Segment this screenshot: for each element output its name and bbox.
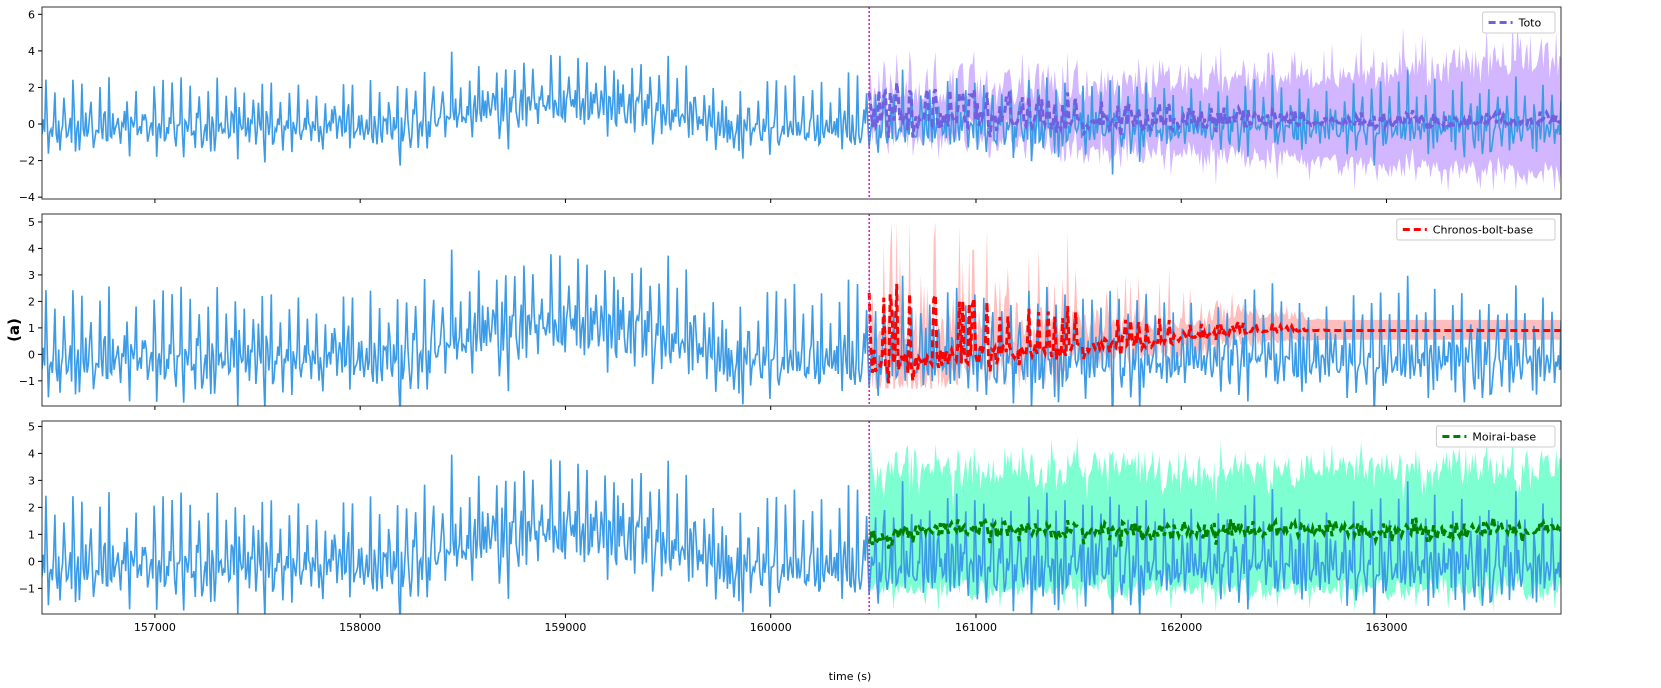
y-tick-label: 1 — [28, 528, 35, 541]
y-tick-label: 5 — [28, 420, 35, 433]
panel-label: (a) — [5, 318, 23, 342]
legend-label: Toto — [1518, 17, 1542, 30]
y-tick-label: 3 — [28, 474, 35, 487]
forecast-mean-line — [867, 514, 1561, 549]
plot-frame — [41, 213, 1562, 407]
legend-box — [1435, 425, 1556, 448]
y-tick-label: −4 — [19, 191, 35, 204]
subplot-chronos: −1 0 1 2 3 4 5 Chronos-bolt-base — [19, 213, 1562, 410]
plot-area — [42, 221, 1561, 406]
subplot-moirai: −1 0 1 2 3 4 5 157000 158000 159000 160000 161000 16… — [19, 420, 1562, 634]
y-tick-label: 0 — [28, 555, 35, 568]
x-tick-label: 159000 — [544, 621, 586, 634]
plot-area — [42, 436, 1561, 614]
observed-series-line — [42, 51, 1561, 175]
y-tick-label: 3 — [28, 269, 35, 282]
y-tick-label: −1 — [19, 375, 35, 388]
plot-frame — [41, 420, 1562, 615]
x-tick-label: 161000 — [955, 621, 997, 634]
y-tick-label: −2 — [19, 155, 35, 168]
y-tick-label: 2 — [28, 295, 35, 308]
y-tick-label: 5 — [28, 216, 35, 229]
x-axis-title: time (s) — [829, 670, 872, 683]
y-tick-label: 4 — [28, 242, 35, 255]
y-tick-label: 1 — [28, 322, 35, 335]
x-tick-label: 160000 — [750, 621, 792, 634]
x-tick-label: 158000 — [339, 621, 381, 634]
forecast-band — [869, 221, 1561, 389]
forecast-mean-line — [867, 283, 1561, 384]
legend-label: Chronos-bolt-base — [1433, 224, 1534, 237]
legend-box — [1482, 11, 1556, 34]
x-tick-label: 163000 — [1366, 621, 1408, 634]
forecast-mean-line — [867, 82, 1561, 138]
forecast-band — [869, 20, 1561, 192]
observed-series-line — [42, 249, 1561, 406]
plot-frame — [41, 6, 1562, 200]
y-tick-label: 0 — [28, 348, 35, 361]
y-tick-label: 2 — [28, 501, 35, 514]
legend-label: Moirai-base — [1472, 431, 1536, 444]
y-tick-label: 6 — [28, 8, 35, 21]
plot-area — [42, 20, 1561, 192]
y-tick-label: 4 — [28, 447, 35, 460]
observed-series-line — [42, 454, 1561, 614]
y-tick-label: −1 — [19, 582, 35, 595]
legend-box — [1396, 218, 1556, 241]
y-tick-label: 2 — [28, 81, 35, 94]
subplot-toto: −4 −2 0 2 4 6 Toto — [19, 6, 1562, 204]
x-tick-label: 157000 — [134, 621, 176, 634]
y-tick-label: 0 — [28, 118, 35, 131]
x-tick-label: 162000 — [1160, 621, 1202, 634]
y-tick-label: 4 — [28, 45, 35, 58]
